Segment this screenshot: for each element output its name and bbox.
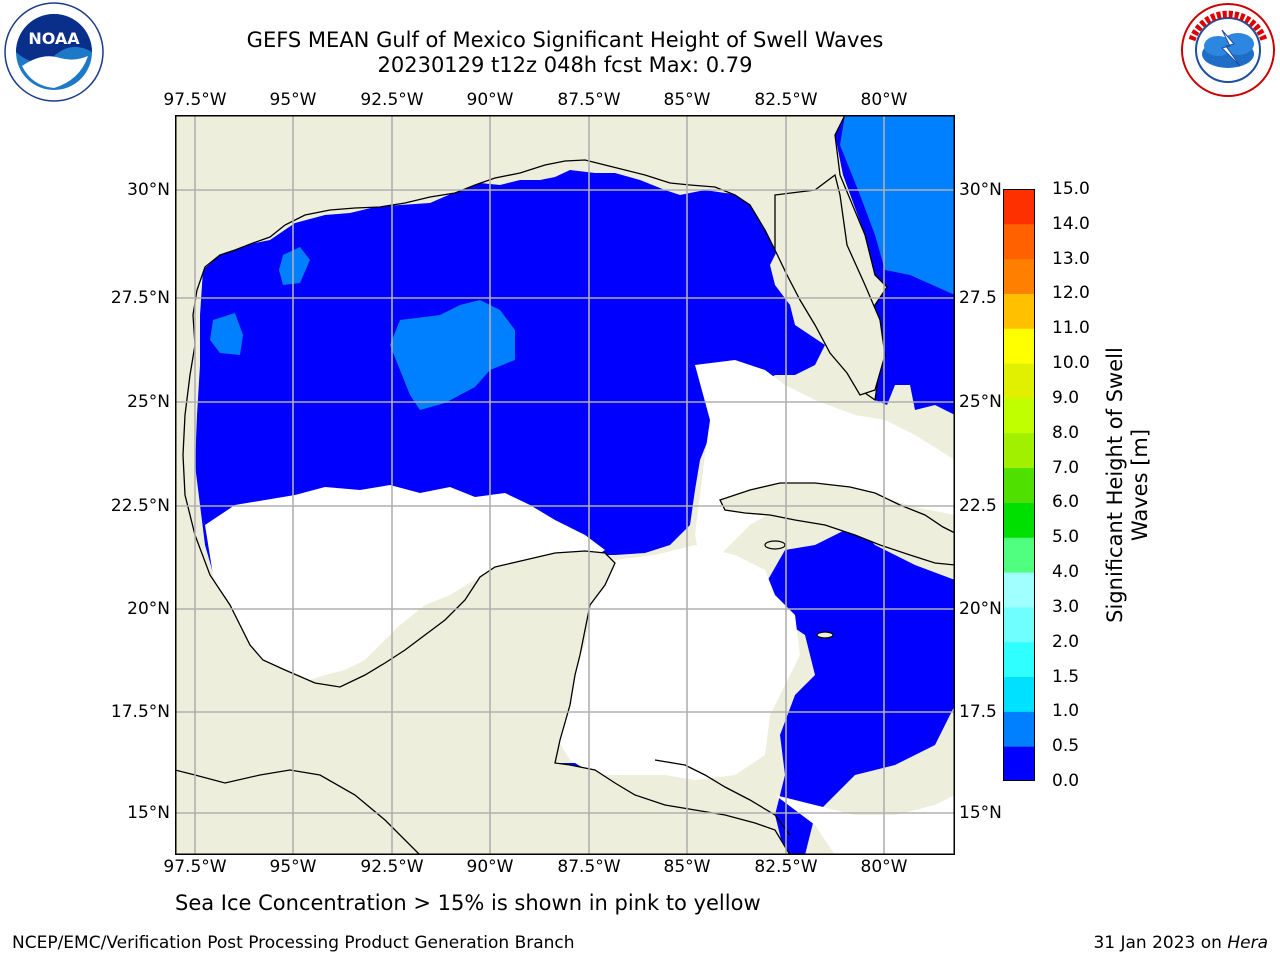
colorbar-tick-label: 6.0 (1052, 492, 1080, 513)
colorbar-tick-label: 4.0 (1052, 562, 1080, 583)
colorbar-band (1003, 258, 1035, 294)
below-threshold-area (555, 545, 800, 780)
nws-logo (1178, 0, 1278, 104)
lon-label-top: 80°W (860, 90, 908, 110)
colorbar-bands (1003, 189, 1035, 781)
colorbar-band (1003, 746, 1035, 781)
lat-label-left: 15°N (127, 803, 170, 823)
colorbar-band (1003, 189, 1035, 225)
colorbar-tick-label: 14.0 (1052, 213, 1090, 234)
coastline-pacific (175, 769, 421, 855)
chart-subtitle-forecast: 20230129 t12z 048h fcst Max: 0.79 (377, 53, 753, 77)
lat-label-left: 25°N (127, 392, 170, 412)
colorbar-band (1003, 676, 1035, 712)
colorbar-tick-label: 10.0 (1052, 353, 1090, 374)
lat-label-right: 17.5 (959, 702, 997, 722)
footer-date-text: 31 Jan 2023 on (1093, 933, 1228, 953)
lat-label-left: 27.5°N (110, 288, 170, 308)
swell-field-light-patch (210, 313, 243, 355)
lon-label-top: 90°W (466, 90, 514, 110)
lon-label-bottom: 82.5°W (754, 857, 818, 877)
coastline-honduras (654, 759, 791, 836)
colorbar-tick-label: 13.0 (1052, 248, 1090, 269)
colorbar-band (1003, 397, 1035, 434)
lat-label-right: 22.5 (959, 496, 997, 516)
lon-label-top: 85°W (663, 90, 711, 110)
swell-field-light-patch (390, 300, 515, 410)
footer-date: 31 Jan 2023 on Hera (1093, 933, 1268, 953)
lat-label-left: 20°N (127, 599, 170, 619)
swell-field-caribbean (765, 525, 955, 855)
colorbar-tick-label: 5.0 (1052, 527, 1080, 548)
colorbar-band (1003, 502, 1035, 538)
lat-label-left: 22.5°N (110, 496, 170, 516)
swell-field-atlantic-light (840, 115, 955, 295)
colorbar-tick-label: 0.0 (1052, 771, 1080, 791)
land-isle-of-youth (764, 540, 786, 550)
lon-label-top: 92.5°W (360, 90, 424, 110)
land-island (816, 631, 834, 639)
noaa-text: NOAA (28, 29, 80, 48)
below-threshold-area (775, 795, 955, 855)
colorbar-band (1003, 328, 1035, 364)
colorbar-tick-label: 2.0 (1052, 631, 1080, 652)
colorbar-tick-label: 0.5 (1052, 736, 1080, 757)
lat-label-right: 20°N (959, 599, 1002, 619)
noaa-logo: NOAA (2, 0, 106, 108)
colorbar-tick-label: 1.0 (1052, 701, 1080, 722)
colorbar-band (1003, 641, 1035, 678)
below-threshold-area (205, 485, 605, 685)
map-frame (175, 115, 955, 855)
lon-label-bottom: 95°W (269, 857, 317, 877)
lon-label-bottom: 87.5°W (557, 857, 621, 877)
lat-label-right: 25°N (959, 392, 1002, 412)
colorbar-band (1003, 572, 1035, 608)
lon-label-top: 82.5°W (754, 90, 818, 110)
colorbar-band (1003, 432, 1035, 469)
colorbar-tick-label: 8.0 (1052, 422, 1080, 443)
lon-label-bottom: 97.5°W (163, 857, 227, 877)
footer-credit: NCEP/EMC/Verification Post Processing Pr… (12, 933, 575, 953)
colorbar-tick-label: 1.5 (1052, 666, 1080, 687)
gulf-of-mexico-map (175, 115, 955, 855)
lon-label-bottom: 80°W (860, 857, 908, 877)
colorbar-band (1003, 467, 1035, 503)
lat-label-right: 30°N (959, 180, 1002, 200)
colorbar-band (1003, 363, 1035, 399)
sea-ice-note: Sea Ice Concentration > 15% is shown in … (175, 891, 761, 915)
lat-label-right: 15°N (959, 803, 1002, 823)
land-florida (774, 173, 886, 396)
colorbar-label: Significant Height of Swell Waves [m] (1103, 347, 1152, 623)
lon-label-top: 97.5°W (163, 90, 227, 110)
colorbar-tick-label: 11.0 (1052, 318, 1090, 339)
colorbar-tick-label: 3.0 (1052, 596, 1080, 617)
footer-machine: Hera (1227, 933, 1268, 953)
colorbar-band (1003, 606, 1035, 643)
lat-label-right: 27.5 (959, 288, 997, 308)
colorbar-band (1003, 537, 1035, 573)
colorbar-tick-label: 9.0 (1052, 387, 1080, 408)
map-grid (175, 115, 955, 855)
colorbar-tick-label: 12.0 (1052, 283, 1090, 304)
land-cuba (719, 482, 955, 566)
colorbar-tick-label: 7.0 (1052, 457, 1080, 478)
chart-title: GEFS MEAN Gulf of Mexico Significant Hei… (246, 28, 884, 52)
colorbar (1003, 189, 1035, 781)
colorbar-frame (1003, 189, 1035, 781)
colorbar-band (1003, 293, 1035, 329)
lon-label-bottom: 90°W (466, 857, 514, 877)
colorbar-band (1003, 223, 1035, 260)
lat-label-left: 30°N (127, 180, 170, 200)
lon-label-top: 87.5°W (557, 90, 621, 110)
lon-label-bottom: 85°W (663, 857, 711, 877)
lon-label-top: 95°W (269, 90, 317, 110)
colorbar-tick-label: 15.0 (1052, 179, 1090, 199)
colorbar-band (1003, 711, 1035, 747)
lon-label-bottom: 92.5°W (360, 857, 424, 877)
swell-field-light-patch (279, 247, 310, 285)
lat-label-left: 17.5°N (110, 702, 170, 722)
